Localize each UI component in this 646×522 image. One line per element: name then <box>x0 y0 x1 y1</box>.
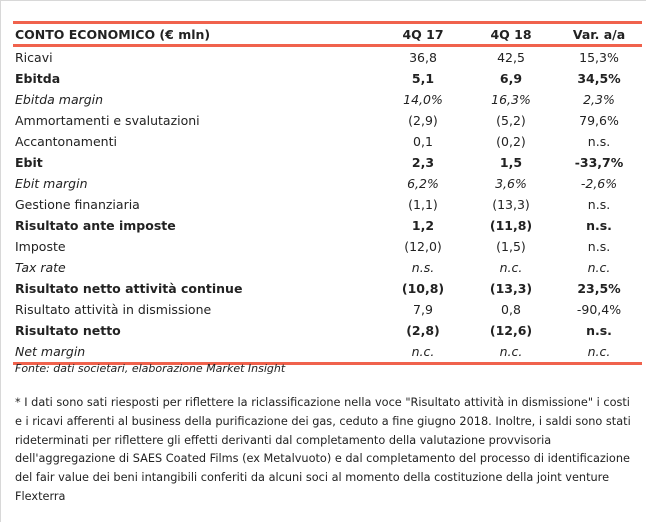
value-var: 79,6% <box>579 113 619 128</box>
value-4q17: n.s. <box>411 260 435 275</box>
value-4q17: 7,9 <box>413 302 433 317</box>
value-4q17: 6,2% <box>407 176 439 191</box>
income-statement-table: CONTO ECONOMICO (€ mln) 4Q 17 4Q 18 Var.… <box>13 21 642 365</box>
value-4q18: (13,3) <box>492 197 530 212</box>
value-var: 2,3% <box>583 92 615 107</box>
header-label: CONTO ECONOMICO (€ mln) <box>13 21 378 47</box>
value-var: n.s. <box>587 239 611 254</box>
value-4q18: (1,5) <box>496 239 526 254</box>
value-var: -90,4% <box>576 302 622 317</box>
table-row: Gestione finanziaria (1,1) (13,3) n.s. <box>13 194 642 215</box>
row-label: Risultato attività in dismissione <box>15 302 212 317</box>
value-var: 34,5% <box>577 71 621 86</box>
table-row: Imposte (12,0) (1,5) n.s. <box>13 236 642 257</box>
table-row: Ebit margin 6,2% 3,6% -2,6% <box>13 173 642 194</box>
header-var: Var. a/a <box>554 21 642 47</box>
value-4q17: n.c. <box>378 341 466 365</box>
value-var: -33,7% <box>574 155 624 170</box>
value-var: n.s. <box>587 197 611 212</box>
value-4q17: (10,8) <box>401 281 445 296</box>
value-var: n.c. <box>587 260 611 275</box>
row-label: Accantonamenti <box>15 134 117 149</box>
row-label: Ebit margin <box>15 176 88 191</box>
value-4q17: (12,0) <box>404 239 442 254</box>
row-label: Ricavi <box>15 50 53 65</box>
value-var: -2,6% <box>580 176 618 191</box>
row-label: Ammortamenti e svalutazioni <box>15 113 200 128</box>
row-label: Risultato netto <box>15 323 121 338</box>
value-4q18: (11,8) <box>489 218 533 233</box>
value-var: 23,5% <box>577 281 621 296</box>
row-label: Net margin <box>13 341 378 365</box>
row-label: Ebitda <box>15 71 61 86</box>
row-label: Gestione finanziaria <box>15 197 140 212</box>
header-4q18: 4Q 18 <box>466 21 554 47</box>
table-row: Ebit 2,3 1,5 -33,7% <box>13 152 642 173</box>
value-4q17: 0,1 <box>413 134 433 149</box>
value-4q17: 1,2 <box>411 218 435 233</box>
row-label: Ebitda margin <box>15 92 104 107</box>
value-4q18: 1,5 <box>499 155 523 170</box>
header-4q17: 4Q 17 <box>378 21 466 47</box>
value-var: n.s. <box>586 218 612 233</box>
value-4q18: (5,2) <box>496 113 526 128</box>
value-4q17: (2,8) <box>406 323 440 338</box>
value-4q18: (13,3) <box>489 281 533 296</box>
table-row: Tax rate n.s. n.c. n.c. <box>13 257 642 278</box>
value-4q18: 3,6% <box>495 176 527 191</box>
value-4q17: (1,1) <box>408 197 438 212</box>
value-4q17: 5,1 <box>411 71 435 86</box>
value-var: n.s. <box>586 323 612 338</box>
value-4q18: (0,2) <box>496 134 526 149</box>
footnote: * I dati sono sati riesposti per riflett… <box>15 396 631 503</box>
source-note: Fonte: dati societari, elaborazione Mark… <box>15 362 286 375</box>
value-var: 15,3% <box>579 50 619 65</box>
table-row: Risultato ante imposte 1,2 (11,8) n.s. <box>13 215 642 236</box>
table-row: Accantonamenti 0,1 (0,2) n.s. <box>13 131 642 152</box>
value-4q17: 2,3 <box>411 155 435 170</box>
table-row: Risultato netto (2,8) (12,6) n.s. <box>13 320 642 341</box>
row-label: Risultato ante imposte <box>15 218 176 233</box>
value-4q18: 6,9 <box>499 71 523 86</box>
value-4q18: n.c. <box>499 260 523 275</box>
value-4q17: (2,9) <box>408 113 438 128</box>
row-label: Ebit <box>15 155 43 170</box>
table-row: Ebitda 5,1 6,9 34,5% <box>13 68 642 89</box>
row-label: Risultato netto attività continue <box>15 281 243 296</box>
value-4q18: 42,5 <box>497 50 525 65</box>
row-label: Imposte <box>15 239 66 254</box>
table-row: Ebitda margin 14,0% 16,3% 2,3% <box>13 89 642 110</box>
table-row: Ammortamenti e svalutazioni (2,9) (5,2) 79,… <box>13 110 642 131</box>
value-4q18: n.c. <box>466 341 554 365</box>
value-4q18: (12,6) <box>489 323 533 338</box>
value-4q17: 14,0% <box>403 92 443 107</box>
row-label: Tax rate <box>15 260 66 275</box>
table-row: Ricavi 36,8 42,5 15,3% <box>13 46 642 69</box>
value-4q18: 16,3% <box>491 92 531 107</box>
value-4q17: 36,8 <box>409 50 437 65</box>
value-4q18: 0,8 <box>501 302 521 317</box>
value-var: n.c. <box>554 341 642 365</box>
value-var: n.s. <box>587 134 611 149</box>
header-row: CONTO ECONOMICO (€ mln) 4Q 17 4Q 18 Var.… <box>13 21 642 47</box>
table-row: Risultato attività in dismissione 7,9 0,8 -… <box>13 299 642 320</box>
table-row: Risultato netto attività continue (10,8) (… <box>13 278 642 299</box>
table-row: Net margin n.c. n.c. n.c. <box>13 341 642 365</box>
